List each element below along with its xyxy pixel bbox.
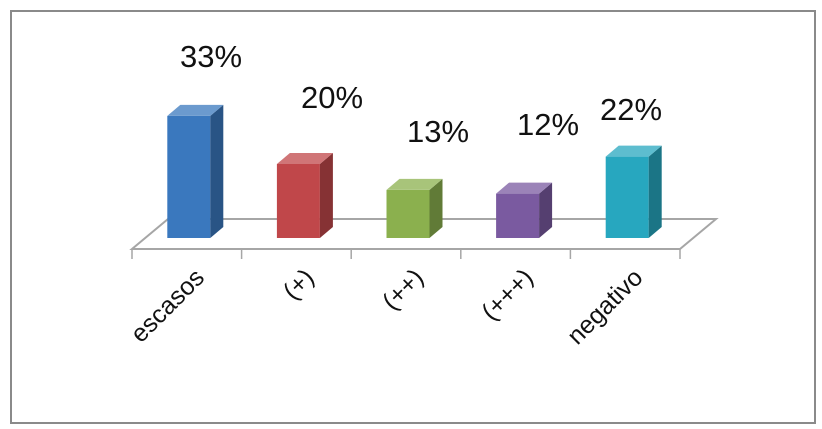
data-label: 22% [600,92,662,127]
data-label: 12% [517,107,579,142]
bar-side [319,153,333,238]
bar-side [648,145,662,238]
bar-front [605,156,649,238]
bar-front [276,164,320,238]
bar-side [429,178,443,238]
bar-top [167,104,224,116]
bar-(+) [276,153,333,238]
bar-front [496,193,540,238]
data-label: 33% [180,39,242,74]
bar-top [496,182,553,194]
bar-(++) [386,178,443,238]
data-label: 20% [301,80,363,115]
bar-front [167,115,211,238]
bar-top [386,178,443,190]
category-label: (++) [377,263,429,315]
category-label: (+) [278,263,320,305]
data-label: 13% [407,114,469,149]
bar-top [605,145,662,157]
bar-negativo [605,145,662,238]
category-label: negativo [562,263,649,350]
bar-front [386,189,430,238]
category-label: escasos [125,263,210,348]
bar-top [276,153,333,164]
bar-escasos [167,104,224,239]
bar-side [539,182,553,238]
category-label: (+++) [476,263,539,326]
bar-side [210,104,224,239]
bar-(+++) [496,182,553,238]
